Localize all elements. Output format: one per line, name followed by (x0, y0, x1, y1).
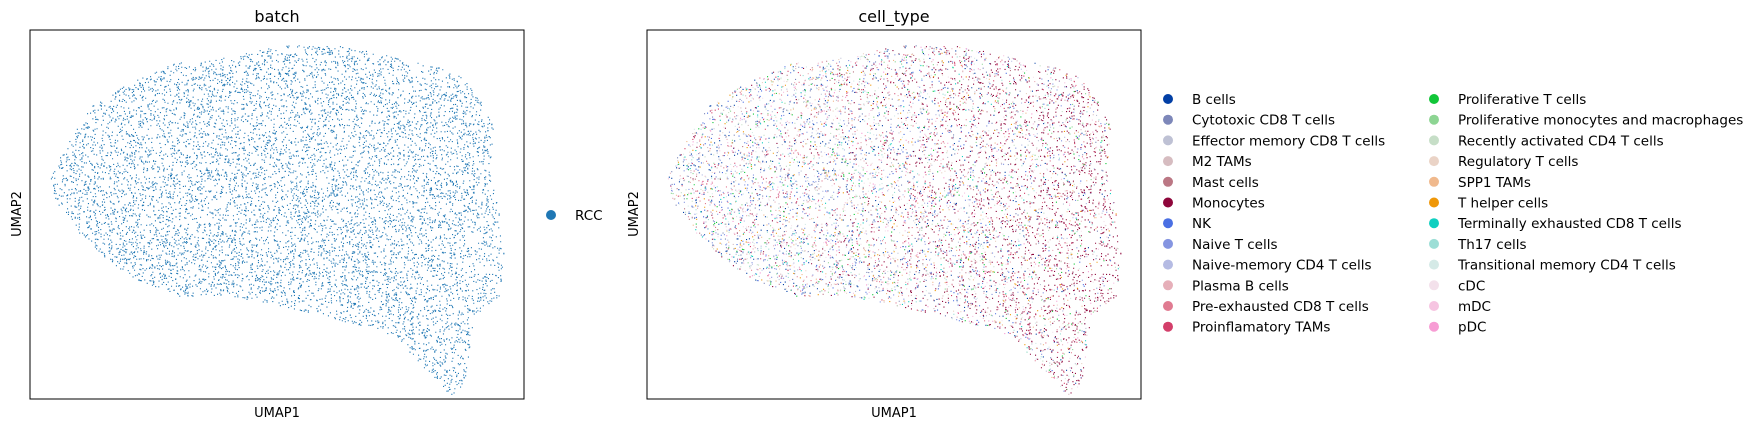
legend-label-rcc: RCC (575, 208, 603, 224)
panel-cell-type-ylabel: UMAP2 (627, 191, 642, 237)
panel-cell-type-xlabel: UMAP1 (871, 406, 917, 421)
legend-marker-spp1-tams (1429, 176, 1439, 187)
panel-batch-points (50, 45, 505, 395)
points-b-cells (668, 45, 1111, 384)
batch-point-cloud (50, 45, 505, 395)
legend-marker-plasma-b-cells (1163, 280, 1173, 291)
points-transitional-memory-cd4-t-cells (678, 48, 1120, 388)
legend-marker-effector-memory-cd8-t-cells (1163, 135, 1173, 146)
panel-batch-xlabel: UMAP1 (254, 406, 300, 421)
legend-marker-cdc (1429, 280, 1439, 291)
points-terminally-exhausted-cd8-t-cells (684, 53, 1119, 349)
legend-label-terminally-exhausted-cd8-t-cells: Terminally exhausted CD8 T cells (1457, 216, 1682, 232)
legend-label-pdc: pDC (1458, 320, 1486, 336)
legend-label-proliferative-monocytes-and-macrophages: Proliferative monocytes and macrophages (1458, 113, 1743, 129)
legend-marker-recently-activated-cd4-t-cells (1429, 135, 1439, 146)
legend-label-plasma-b-cells: Plasma B cells (1192, 278, 1289, 294)
legend-label-th17-cells: Th17 cells (1457, 237, 1527, 253)
panel-cell-type-frame (646, 29, 1142, 400)
legend-marker-t-helper-cells (1429, 197, 1439, 208)
points-recently-activated-cd4-t-cells (674, 55, 1119, 367)
legend-label-mast-cells: Mast cells (1192, 175, 1259, 191)
points-pdc (692, 46, 1109, 379)
legend-label-b-cells: B cells (1192, 92, 1236, 108)
legend-marker-monocytes (1163, 197, 1173, 208)
legend-label-transitional-memory-cd4-t-cells: Transitional memory CD4 T cells (1457, 258, 1676, 274)
legend-marker-naive-memory-cd4-t-cells (1163, 259, 1173, 270)
points-cdc (680, 47, 1117, 388)
legend-marker-mdc (1429, 301, 1439, 311)
panel-cell-type: cell_type UMAP1 UMAP2 B cells Cytotoxic C… (627, 7, 1743, 421)
legend-label-cytotoxic-cd8-t-cells: Cytotoxic CD8 T cells (1192, 113, 1335, 129)
legend-label-effector-memory-cd8-t-cells: Effector memory CD8 T cells (1192, 133, 1385, 149)
panel-cell-type-legend: B cells Cytotoxic CD8 T cells Effector mem… (1163, 92, 1743, 336)
panel-batch-title: batch (254, 7, 299, 26)
legend-marker-transitional-memory-cd4-t-cells (1429, 259, 1439, 270)
points-pre-exhausted-cd8-t-cells (673, 50, 1116, 373)
legend-marker-naive-t-cells (1163, 238, 1173, 249)
legend-label-proliferative-t-cells: Proliferative T cells (1458, 92, 1586, 108)
points-mdc (667, 53, 1115, 358)
legend-label-monocytes: Monocytes (1192, 196, 1265, 212)
legend-marker-terminally-exhausted-cd8-t-cells (1429, 218, 1439, 229)
legend-marker-cytotoxic-cd8-t-cells (1163, 114, 1173, 125)
panel-batch: batch UMAP1 UMAP2 RCC (10, 7, 603, 421)
legend-marker-pdc (1429, 321, 1439, 332)
legend-marker-m2-tams (1163, 156, 1173, 167)
legend-marker-b-cells (1163, 94, 1173, 104)
legend-marker-rcc (546, 210, 556, 220)
panel-batch-ylabel: UMAP2 (10, 191, 25, 237)
legend-label-m2-tams: M2 TAMs (1192, 154, 1252, 170)
panel-batch-frame (29, 29, 525, 400)
legend-marker-regulatory-t-cells (1429, 156, 1439, 167)
legend-label-proinflamatory-tams: Proinflamatory TAMs (1192, 320, 1330, 336)
legend-marker-nk (1163, 218, 1173, 229)
legend-label-t-helper-cells: T helper cells (1457, 196, 1548, 212)
points-mast-cells (676, 45, 1108, 382)
points-spp1-tams (675, 47, 1101, 378)
legend-marker-proliferative-monocytes-and-macrophages (1429, 114, 1439, 125)
legend-marker-proinflamatory-tams (1163, 321, 1173, 332)
points-nk (673, 48, 1112, 372)
panel-cell-type-title: cell_type (858, 7, 929, 27)
legend-label-pre-exhausted-cd8-t-cells: Pre-exhausted CD8 T cells (1192, 299, 1369, 315)
legend-label-recently-activated-cd4-t-cells: Recently activated CD4 T cells (1458, 133, 1664, 149)
legend-label-nk: NK (1192, 216, 1212, 232)
legend-marker-th17-cells (1429, 238, 1439, 249)
points-proinflamatory-tams (670, 46, 1117, 384)
panel-cell-type-points (667, 45, 1122, 395)
legend-label-spp1-tams: SPP1 TAMs (1458, 175, 1531, 191)
legend-marker-pre-exhausted-cd8-t-cells (1163, 301, 1173, 311)
panel-batch-legend: RCC (546, 208, 603, 224)
points-cytotoxic-cd8-t-cells (671, 45, 1109, 383)
legend-label-mdc: mDC (1458, 299, 1491, 315)
legend-marker-mast-cells (1163, 176, 1173, 187)
points-t-helper-cells (677, 51, 1117, 349)
legend-label-naive-memory-cd4-t-cells: Naive-memory CD4 T cells (1192, 258, 1372, 274)
legend-label-naive-t-cells: Naive T cells (1192, 237, 1278, 253)
legend-marker-proliferative-t-cells (1429, 94, 1439, 104)
legend-label-regulatory-t-cells: Regulatory T cells (1458, 154, 1578, 170)
legend-label-cdc: cDC (1458, 278, 1485, 294)
